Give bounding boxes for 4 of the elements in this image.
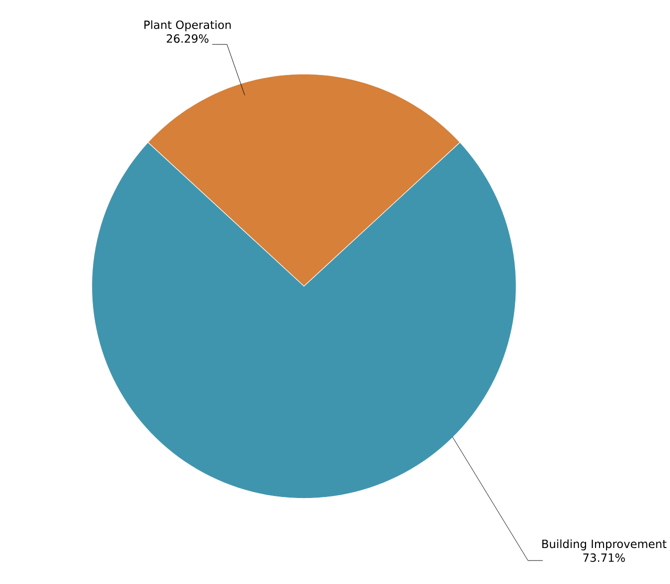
slice-label: Building Improvement — [542, 539, 666, 550]
data-label: 26.29% — [166, 34, 208, 43]
slice-label: Plant Operation — [144, 20, 231, 32]
data-label: 73.71% — [583, 553, 625, 562]
